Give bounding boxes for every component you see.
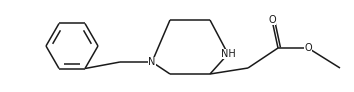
Text: NH: NH [221, 49, 235, 59]
Text: N: N [148, 57, 156, 67]
Text: O: O [304, 43, 312, 53]
Text: O: O [268, 15, 276, 25]
